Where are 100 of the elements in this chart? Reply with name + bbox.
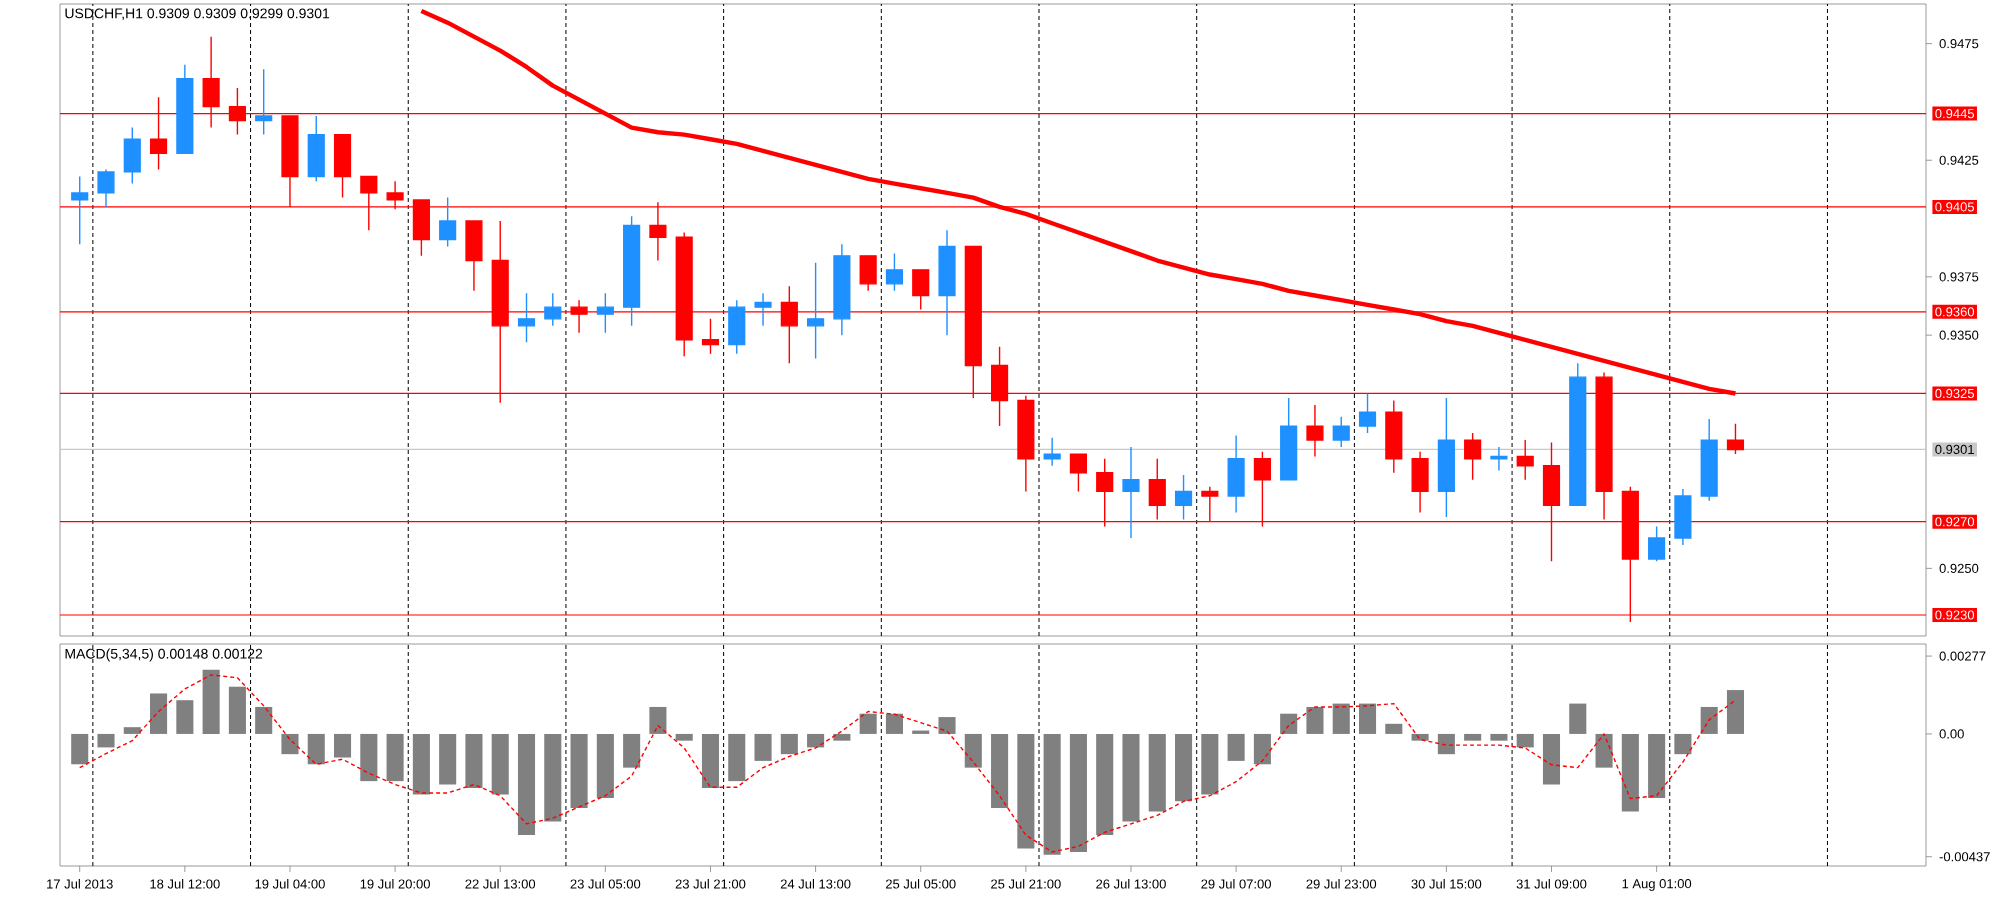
- candlestick: [439, 196, 457, 248]
- bar: [176, 700, 194, 734]
- bar: [780, 733, 798, 755]
- bar: [833, 733, 851, 741]
- candlestick: [1674, 488, 1692, 546]
- candlestick: [544, 292, 562, 327]
- bar: [807, 733, 825, 748]
- bar: [1280, 713, 1298, 734]
- bar: [1569, 703, 1587, 734]
- candlestick: [1227, 434, 1245, 514]
- bar: [412, 733, 430, 795]
- bar: [1490, 733, 1508, 741]
- bar: [1043, 733, 1061, 855]
- bar: [1227, 733, 1245, 761]
- candlestick: [1332, 416, 1350, 448]
- candlestick: [1280, 397, 1298, 481]
- bar: [1385, 723, 1403, 734]
- bar: [228, 686, 246, 734]
- bar: [1306, 706, 1324, 734]
- bar: [544, 733, 562, 822]
- bar: [1201, 733, 1219, 795]
- bar: [1358, 703, 1377, 734]
- bar: [1069, 733, 1087, 852]
- bar: [570, 733, 588, 809]
- candlestick: [123, 126, 141, 185]
- bar: [123, 727, 141, 734]
- candlestick: [1437, 397, 1455, 518]
- bar: [1096, 733, 1114, 836]
- candlestick: [885, 252, 904, 292]
- candlestick: [833, 243, 851, 336]
- bar: [885, 713, 903, 734]
- candlestick: [1358, 392, 1377, 434]
- candlestick: [1122, 446, 1140, 539]
- candlestick: [859, 255, 877, 292]
- bar: [1464, 733, 1482, 741]
- bar: [439, 733, 457, 785]
- bar: [1253, 733, 1271, 765]
- bar: [97, 733, 115, 748]
- bar: [281, 733, 299, 755]
- bar: [1437, 733, 1455, 755]
- candlestick: [333, 133, 352, 199]
- bar: [1674, 733, 1692, 755]
- bar: [1332, 703, 1350, 734]
- bar: [202, 669, 220, 734]
- candlestick: [1464, 432, 1482, 481]
- bar: [675, 733, 693, 741]
- bar: [1411, 733, 1429, 741]
- candlestick: [517, 292, 536, 343]
- candlestick: [465, 220, 483, 292]
- candlestick: [807, 262, 825, 360]
- candlestick: [1700, 418, 1718, 502]
- bar: [754, 733, 772, 761]
- bar: [71, 733, 89, 765]
- candlestick: [1516, 439, 1534, 481]
- candlestick: [1411, 451, 1429, 514]
- candlestick: [97, 168, 115, 208]
- bar: [360, 733, 378, 782]
- bar: [1148, 733, 1166, 812]
- bar: [1648, 733, 1666, 798]
- bar: [649, 706, 667, 734]
- bar: [1595, 733, 1613, 768]
- bar: [596, 733, 614, 798]
- candlestick: [1490, 446, 1508, 472]
- candlestick: [623, 215, 641, 327]
- bar: [334, 733, 352, 758]
- candlestick: [1385, 399, 1403, 474]
- candlestick: [307, 115, 325, 182]
- bar: [1542, 733, 1561, 785]
- candlestick: [1043, 437, 1061, 467]
- bar: [307, 733, 325, 765]
- bar: [1017, 733, 1035, 849]
- candlestick: [596, 292, 614, 334]
- candlestick: [1569, 362, 1587, 507]
- bar: [1175, 733, 1193, 802]
- bar: [1621, 733, 1639, 812]
- bar: [1122, 733, 1140, 822]
- bar: [623, 733, 641, 768]
- candlestick: [255, 68, 273, 136]
- bar: [491, 733, 509, 795]
- candlestick: [938, 229, 956, 336]
- bar: [701, 733, 720, 788]
- candlestick: [71, 175, 89, 245]
- bar: [1516, 733, 1534, 748]
- bar: [964, 733, 982, 768]
- candlestick: [1726, 423, 1745, 455]
- bar: [517, 733, 536, 836]
- bar: [386, 733, 404, 782]
- candlestick: [1174, 474, 1193, 521]
- bar: [150, 693, 168, 734]
- bar: [1700, 706, 1718, 734]
- bar: [1726, 690, 1745, 734]
- candlestick: [728, 299, 746, 355]
- candlestick: [1069, 453, 1087, 493]
- bar: [938, 717, 956, 734]
- bar: [728, 733, 746, 782]
- candlestick: [1306, 404, 1324, 458]
- bar: [465, 733, 483, 788]
- bar: [991, 733, 1009, 809]
- bar: [859, 713, 877, 734]
- bar: [255, 706, 273, 734]
